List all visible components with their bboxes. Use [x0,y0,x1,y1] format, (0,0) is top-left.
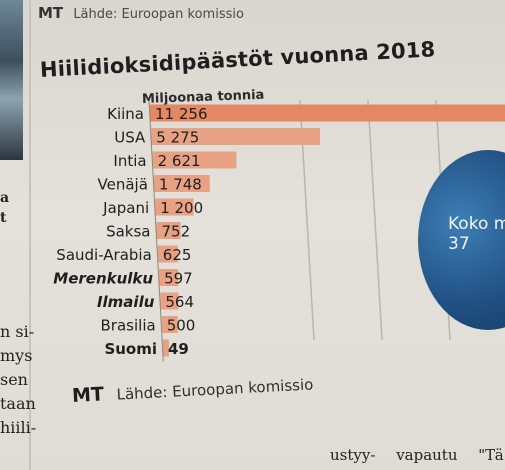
category-label-5: Saksa [106,223,150,241]
globe-text-line1: Koko m [448,214,505,234]
category-label-1: USA [114,129,146,147]
grid-line-1 [367,99,383,341]
left-photo [0,0,23,160]
value-label-7: 597 [164,270,193,288]
category-label-4: Japani [102,199,149,217]
side-text-top-0: a [0,190,10,206]
bar-5 [156,222,181,239]
bottom-logo: MT [71,383,105,407]
top-source-text: Lähde: Euroopan komissio [73,7,244,22]
side-text-line-1: mys [0,346,33,365]
side-text-line-0: n si- [0,322,35,341]
category-label-10: Suomi [104,340,157,358]
bar-2 [152,151,237,169]
side-text-line-4: hiili- [0,418,37,437]
bottom-text-0: ustyy- [330,446,376,464]
column-divider [29,0,31,470]
bottom-text-1: vapautu [396,446,458,464]
bar-8 [160,292,179,310]
side-text-top-1: t [0,210,7,226]
value-label-9: 500 [167,317,196,335]
bar-7 [159,269,179,286]
bar-6 [157,245,178,263]
value-label-6: 625 [163,246,192,264]
side-text-line-2: sen [0,370,28,389]
bar-9 [161,316,178,333]
bar-3 [153,175,210,192]
category-label-3: Venäjä [98,176,148,194]
value-label-0: 11 256 [155,105,208,123]
category-label-6: Saudi-Arabia [56,246,152,264]
value-label-10: 49 [168,340,189,358]
category-label-9: Brasilia [101,317,156,335]
value-label-3: 1 748 [159,176,202,194]
value-label-1: 5 275 [156,129,199,147]
bar-0 [150,104,505,122]
bar-4 [155,198,194,216]
bar-1 [151,128,321,145]
category-label-2: Intia [113,152,146,170]
bar-10 [163,339,169,357]
globe-text: Koko m 37 [448,214,505,254]
side-article-column: a t n si- mys sen taan hiili- [0,188,50,440]
top-source-line: MT Lähde: Euroopan komissio [38,4,338,22]
top-logo: MT [38,4,64,22]
value-label-5: 752 [162,223,191,241]
category-label-7: Merenkulku [53,270,153,288]
value-label-2: 2 621 [158,152,201,170]
category-label-8: Ilmailu [97,293,155,311]
value-label-8: 564 [165,293,194,311]
bottom-text-2: "Tä [478,446,504,464]
globe-text-line2: 37 [448,234,470,254]
value-label-4: 1 200 [160,199,203,217]
side-spacer [0,228,50,320]
category-label-0: Kiina [107,105,144,123]
y-axis-line [148,100,164,362]
bottom-article-text: ustyy- vapautu "Tä [330,446,505,464]
side-text-line-3: taan [0,394,36,413]
